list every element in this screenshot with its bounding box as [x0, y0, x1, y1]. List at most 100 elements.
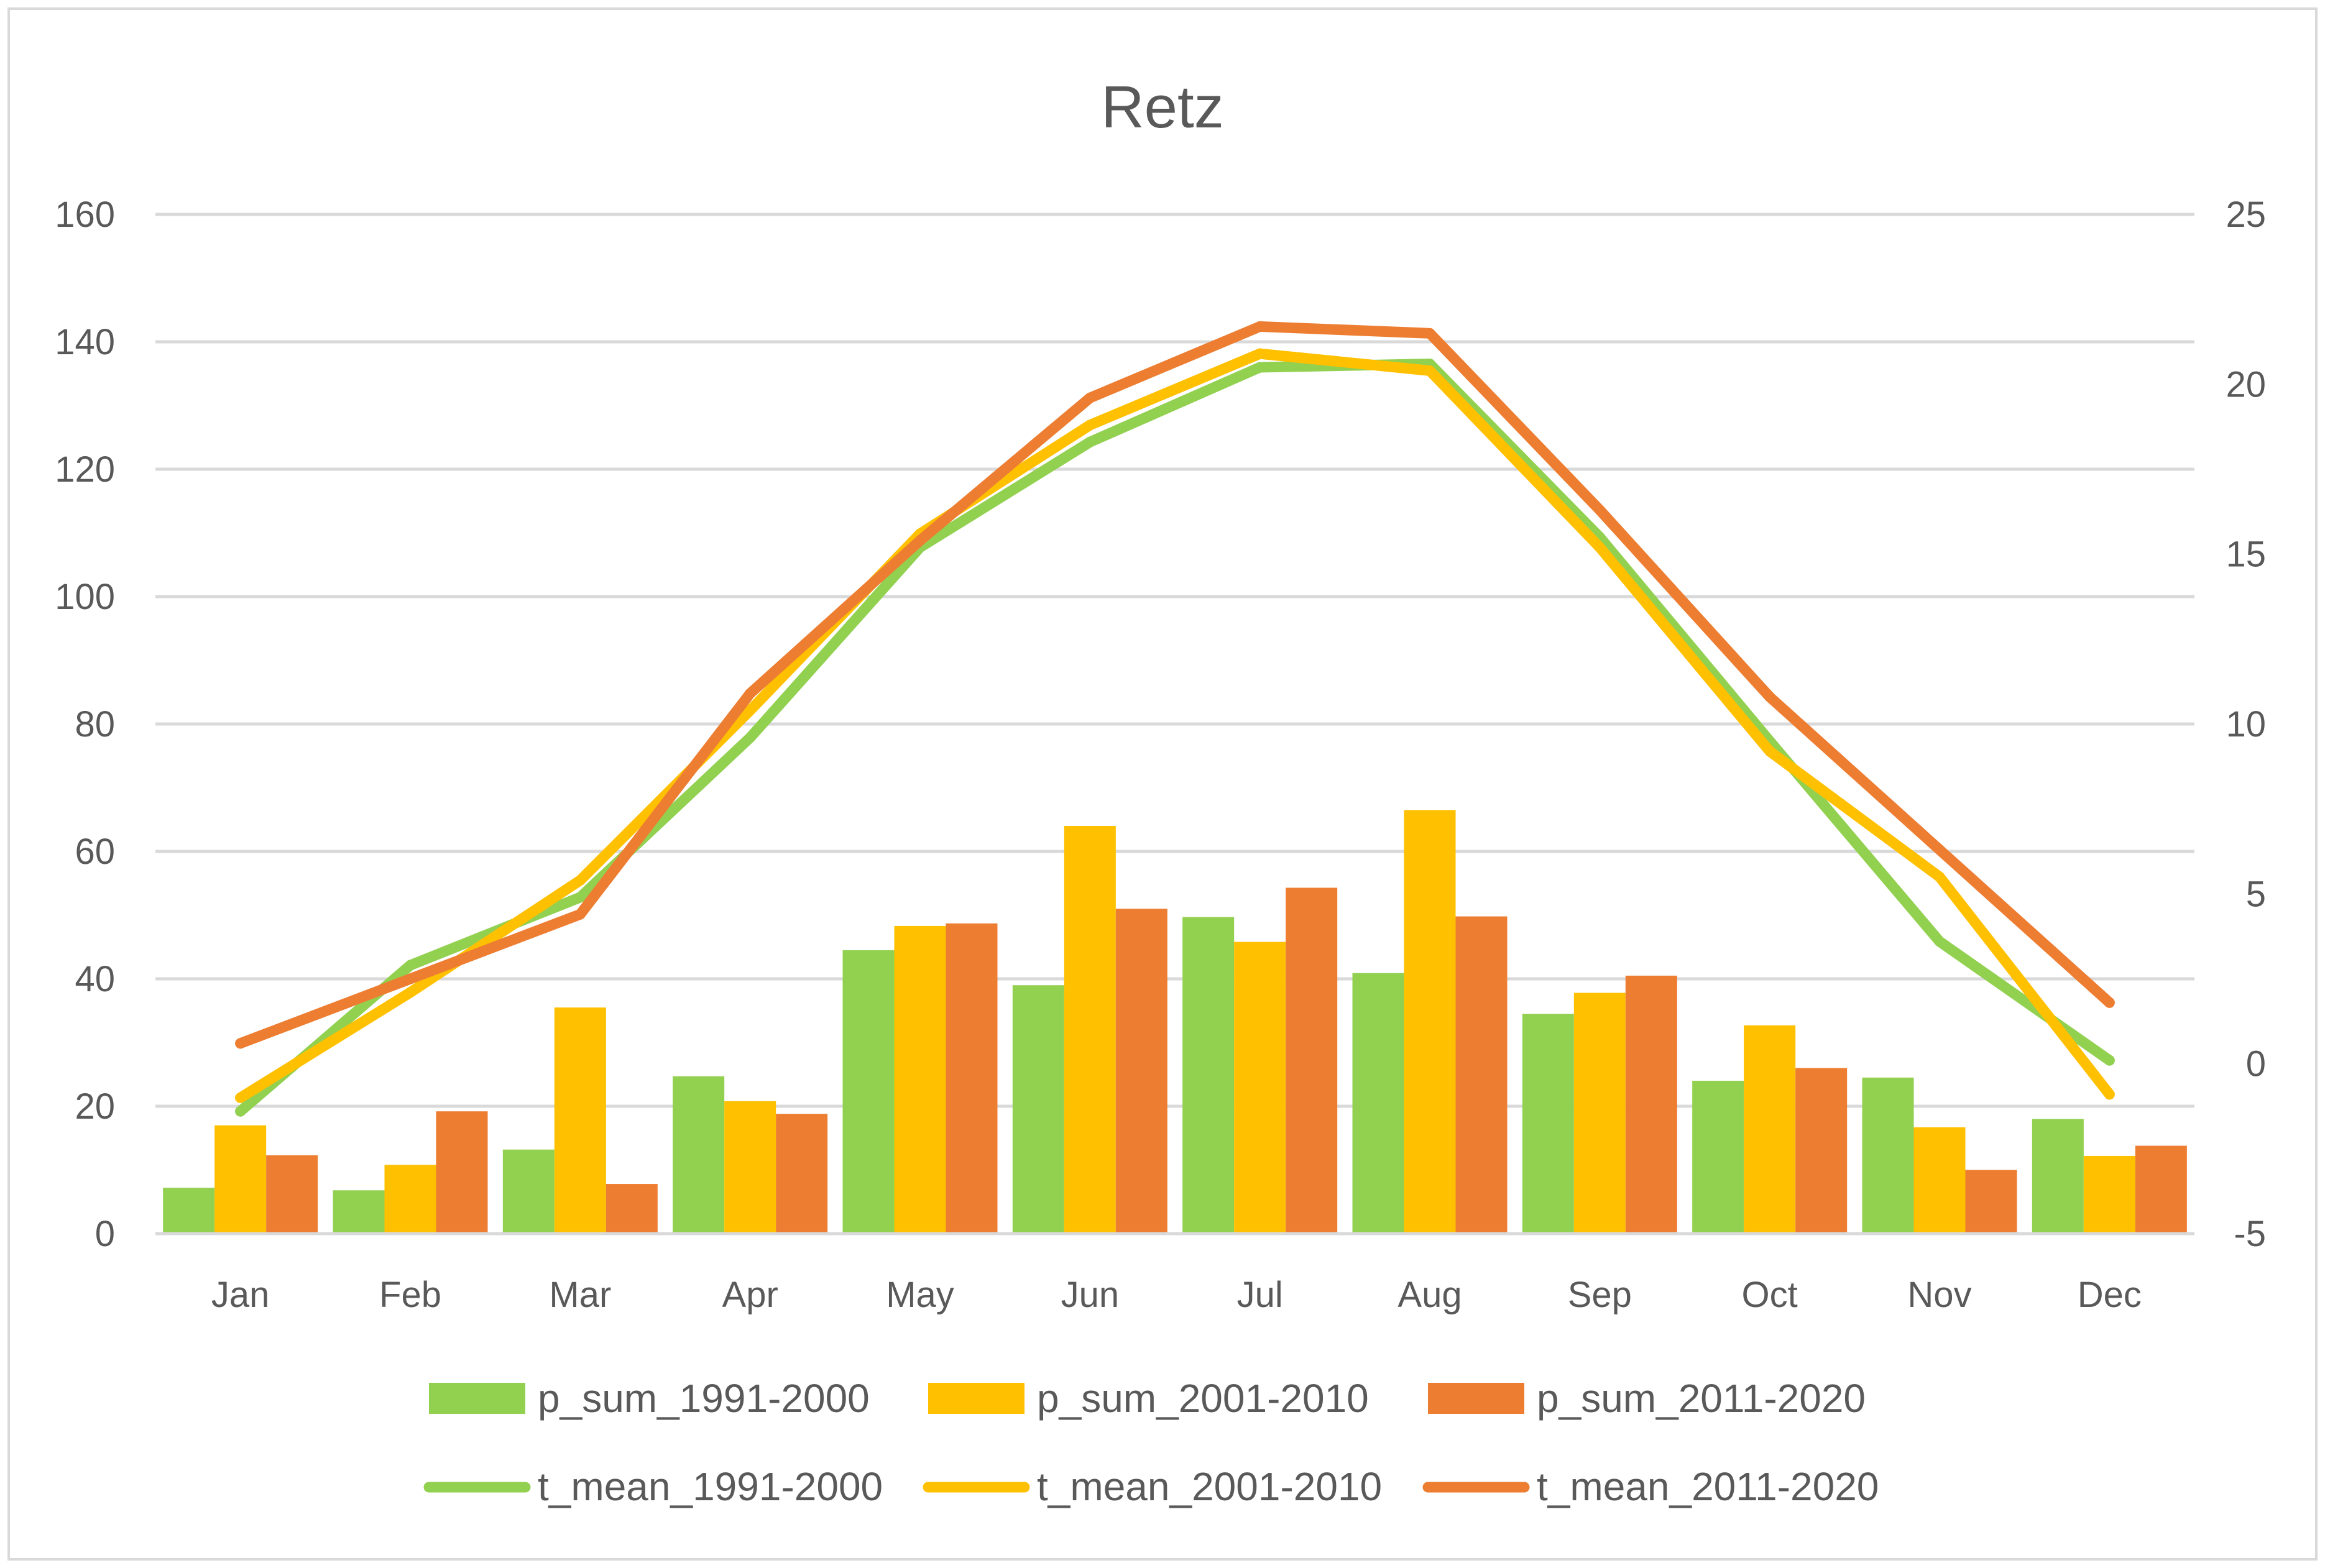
x-tick-label: Jun: [1061, 1275, 1120, 1315]
bar-p_sum_1991-2000-Jun: [1012, 985, 1064, 1234]
point-t_mean_2011-2020-May: [914, 535, 926, 546]
point-t_mean_2011-2020-Aug: [1424, 328, 1435, 339]
left-tick-label: 20: [75, 1086, 115, 1127]
x-tick-label: Aug: [1397, 1275, 1462, 1315]
bar-p_sum_1991-2000-Nov: [1862, 1077, 1914, 1234]
bar-p_sum_2011-2020-Sep: [1625, 975, 1677, 1234]
point-t_mean_1991-2000-Nov: [1934, 936, 1945, 947]
line-t_mean_1991-2000: [235, 359, 2115, 1117]
line-series: [235, 321, 2115, 1117]
point-t_mean_2001-2010-Oct: [1764, 746, 1775, 757]
point-t_mean_2001-2010-Feb: [405, 987, 416, 998]
bar-p_sum_2001-2010-Apr: [724, 1101, 776, 1234]
left-tick-label: 80: [75, 704, 115, 745]
bar-p_sum_2001-2010-Jul: [1234, 942, 1286, 1234]
legend-label-t_mean_2011-2020: t_mean_2011-2020: [1537, 1464, 1879, 1509]
point-t_mean_2011-2020-Nov: [1934, 844, 1945, 855]
bar-p_sum_1991-2000-Jul: [1182, 917, 1235, 1234]
point-t_mean_2001-2010-Dec: [2104, 1089, 2115, 1100]
legend-swatch-p_sum_2001-2010: [928, 1383, 1024, 1414]
x-tick-label: May: [886, 1275, 954, 1315]
x-tick-label: Dec: [2078, 1275, 2142, 1315]
left-tick-label: 60: [75, 832, 115, 872]
x-tick-label: Sep: [1568, 1275, 1632, 1315]
x-tick-label: Nov: [1907, 1275, 1971, 1315]
bar-p_sum_2001-2010-Sep: [1573, 993, 1626, 1234]
right-tick-label: 0: [2246, 1044, 2266, 1084]
bar-p_sum_2011-2020-Feb: [436, 1111, 488, 1234]
point-t_mean_1991-2000-Jul: [1255, 362, 1266, 373]
right-tick-label: -5: [2234, 1214, 2266, 1254]
bar-series: [163, 810, 2187, 1234]
x-axis: Jan Feb Mar Apr May Jun Jul Aug Sep Oct Nov Dec: [155, 1232, 2194, 1315]
bar-p_sum_1991-2000-Jan: [163, 1188, 215, 1234]
point-t_mean_2011-2020-Jul: [1255, 321, 1266, 332]
bar-p_sum_2001-2010-Aug: [1404, 810, 1456, 1234]
bar-p_sum_2011-2020-Jun: [1115, 909, 1167, 1234]
bar-p_sum_2011-2020-Mar: [605, 1184, 658, 1234]
bar-p_sum_2001-2010-Nov: [1913, 1127, 1966, 1234]
x-tick-label: Apr: [722, 1275, 778, 1315]
legend-label-p_sum_2001-2010: p_sum_2001-2010: [1037, 1376, 1369, 1421]
right-tick-label: 15: [2226, 534, 2266, 575]
x-tick-label: Oct: [1742, 1275, 1798, 1315]
bar-p_sum_1991-2000-Sep: [1522, 1014, 1574, 1234]
chart-frame: [7, 7, 2318, 1561]
point-t_mean_2001-2010-Aug: [1424, 365, 1435, 376]
bar-p_sum_1991-2000-Dec: [2032, 1119, 2084, 1234]
x-tick-label: Mar: [549, 1275, 611, 1315]
point-t_mean_2001-2010-Sep: [1594, 542, 1605, 553]
bar-p_sum_2011-2020-Jul: [1286, 887, 1338, 1234]
line-t_mean_2001-2010: [235, 348, 2115, 1103]
point-t_mean_2001-2010-Nov: [1934, 871, 1945, 883]
point-t_mean_1991-2000-Apr: [745, 732, 756, 743]
right-y-axis: -5 0 5 10 15 20 25: [2226, 195, 2266, 1254]
point-t_mean_2001-2010-Jul: [1255, 348, 1266, 359]
left-y-axis: 0 20 40 60 80 100 120 140 160: [55, 195, 115, 1254]
bar-p_sum_1991-2000-Aug: [1352, 973, 1404, 1234]
legend-label-t_mean_1991-2000: t_mean_1991-2000: [538, 1464, 883, 1509]
point-t_mean_2001-2010-Jun: [1084, 420, 1095, 431]
left-tick-label: 40: [75, 959, 115, 999]
bar-p_sum_2011-2020-Jan: [266, 1155, 318, 1234]
bar-p_sum_1991-2000-May: [842, 950, 895, 1234]
point-t_mean_2001-2010-Jan: [235, 1092, 246, 1103]
right-tick-label: 25: [2226, 195, 2266, 235]
bar-p_sum_2001-2010-May: [894, 925, 946, 1234]
point-t_mean_2011-2020-Oct: [1764, 691, 1775, 702]
legend-swatch-p_sum_1991-2000: [429, 1383, 525, 1414]
point-t_mean_1991-2000-Mar: [574, 892, 586, 903]
point-t_mean_1991-2000-Feb: [405, 960, 416, 971]
bar-p_sum_2011-2020-Apr: [776, 1114, 828, 1234]
point-t_mean_2011-2020-Mar: [574, 909, 586, 920]
bar-p_sum_2011-2020-Nov: [1965, 1170, 2017, 1234]
x-tick-label: Jan: [211, 1275, 270, 1315]
point-t_mean_2011-2020-Jan: [235, 1038, 246, 1049]
right-tick-label: 20: [2226, 364, 2266, 405]
point-t_mean_2011-2020-Apr: [745, 688, 756, 699]
right-tick-label: 5: [2246, 874, 2266, 914]
point-t_mean_2001-2010-Apr: [745, 705, 756, 716]
bar-p_sum_1991-2000-Mar: [502, 1149, 555, 1234]
bar-p_sum_2011-2020-Oct: [1795, 1068, 1848, 1234]
x-tick-label: Feb: [379, 1275, 441, 1315]
point-t_mean_2011-2020-Dec: [2104, 997, 2115, 1008]
left-tick-label: 100: [55, 577, 115, 617]
bar-p_sum_2001-2010-Mar: [554, 1007, 606, 1234]
point-t_mean_1991-2000-Jan: [235, 1106, 246, 1117]
bar-p_sum_2001-2010-Jan: [214, 1125, 267, 1234]
bar-p_sum_1991-2000-Apr: [673, 1076, 725, 1234]
legend-swatch-p_sum_2011-2020: [1428, 1383, 1524, 1414]
x-tick-label: Jul: [1237, 1275, 1283, 1315]
point-t_mean_1991-2000-Dec: [2104, 1055, 2115, 1066]
point-t_mean_2011-2020-Jun: [1084, 392, 1095, 403]
legend-label-p_sum_2011-2020: p_sum_2011-2020: [1537, 1376, 1866, 1421]
bar-p_sum_2011-2020-Dec: [2135, 1145, 2187, 1234]
bar-p_sum_2001-2010-Oct: [1744, 1025, 1796, 1234]
left-tick-label: 120: [55, 449, 115, 490]
left-tick-label: 160: [55, 195, 115, 235]
bar-p_sum_1991-2000-Oct: [1692, 1081, 1744, 1234]
legend[interactable]: p_sum_1991-2000 p_sum_2001-2010 p_sum_2011…: [423, 1376, 1879, 1509]
chart-title: Retz: [1101, 74, 1223, 140]
